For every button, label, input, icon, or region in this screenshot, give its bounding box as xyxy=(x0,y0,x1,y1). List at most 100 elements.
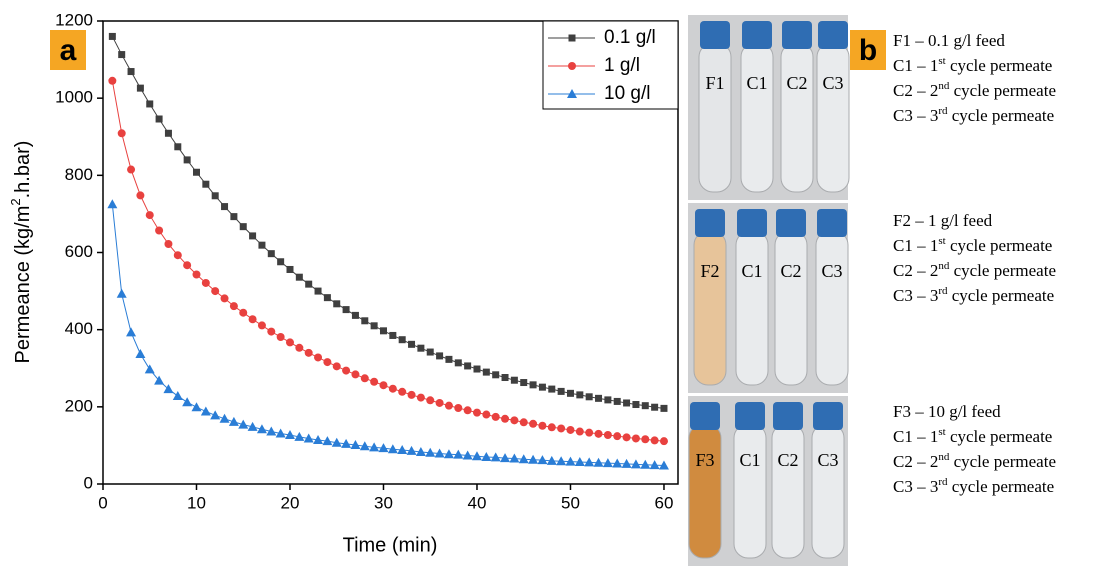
data-point xyxy=(360,374,369,383)
legend-marker xyxy=(568,34,576,42)
data-point xyxy=(303,433,314,443)
data-point xyxy=(239,223,247,231)
data-point xyxy=(267,250,275,258)
data-point xyxy=(258,241,266,249)
data-point xyxy=(593,457,604,467)
data-point xyxy=(548,385,556,393)
data-point xyxy=(192,270,201,279)
y-tick-label: 1000 xyxy=(55,88,93,107)
data-point xyxy=(314,353,323,362)
data-point xyxy=(398,387,407,396)
data-point xyxy=(556,456,567,466)
data-point xyxy=(211,287,220,296)
data-point xyxy=(127,68,135,76)
data-point xyxy=(248,315,257,324)
data-point xyxy=(491,412,500,421)
data-point xyxy=(651,403,659,411)
data-point xyxy=(201,278,210,287)
data-point xyxy=(361,317,369,325)
y-axis-label-sup: 2 xyxy=(8,198,23,205)
data-point xyxy=(585,428,594,437)
data-point xyxy=(249,232,257,240)
data-point xyxy=(286,265,294,273)
data-point xyxy=(537,455,548,465)
tube xyxy=(698,42,732,193)
note-sup: rd xyxy=(938,285,948,297)
data-point xyxy=(183,261,192,270)
data-point xyxy=(473,365,481,373)
legend-note: C1 – 1st cycle permeate xyxy=(893,235,1052,255)
data-point xyxy=(155,226,164,235)
tube-label: C1 xyxy=(739,450,760,470)
data-point xyxy=(426,396,435,405)
data-point xyxy=(305,280,313,288)
legend-label: 10 g/l xyxy=(604,83,650,104)
data-point xyxy=(566,425,575,434)
data-point xyxy=(529,419,538,428)
data-point xyxy=(145,211,154,220)
tube xyxy=(688,423,722,559)
tube xyxy=(815,230,849,386)
data-point xyxy=(520,379,528,387)
tube-cap xyxy=(773,402,803,430)
data-point xyxy=(658,460,669,470)
tube xyxy=(693,230,727,386)
data-point xyxy=(604,396,612,404)
legend-note: C3 – 3rd cycle permeate xyxy=(893,105,1054,125)
data-point xyxy=(471,451,482,461)
tube-label: C3 xyxy=(822,73,843,93)
data-point xyxy=(622,433,631,442)
data-point xyxy=(464,362,472,370)
tube-cap xyxy=(695,209,725,237)
data-point xyxy=(538,421,547,430)
data-point xyxy=(238,419,249,429)
note-text: F2 – 1 g/l feed xyxy=(893,211,993,230)
data-point xyxy=(660,404,668,412)
tube-cap xyxy=(735,402,765,430)
note-text: C3 – 3 xyxy=(893,477,938,496)
data-point xyxy=(183,156,191,164)
tube-label: F1 xyxy=(705,73,724,93)
data-point xyxy=(566,389,574,397)
data-point xyxy=(350,440,361,450)
data-point xyxy=(210,410,221,420)
data-point xyxy=(369,442,380,452)
note-sup: nd xyxy=(938,260,950,272)
tube-cap xyxy=(817,209,847,237)
note-text: C2 – 2 xyxy=(893,81,938,100)
data-point xyxy=(295,273,303,281)
legend-marker xyxy=(568,62,576,70)
data-point xyxy=(200,406,211,416)
data-point xyxy=(388,384,397,393)
data-point xyxy=(173,251,182,260)
tube-label: C3 xyxy=(821,261,842,281)
y-tick-label: 800 xyxy=(65,165,93,184)
note-text: F3 – 10 g/l feed xyxy=(893,402,1001,421)
data-point xyxy=(443,449,454,459)
note-text: C2 – 2 xyxy=(893,261,938,280)
y-axis-label-tail: .h.bar) xyxy=(12,141,34,199)
data-point xyxy=(649,460,660,470)
data-point xyxy=(155,115,163,123)
legend-marker xyxy=(567,89,577,98)
note-text: C1 – 1 xyxy=(893,56,938,75)
note-text: C3 – 3 xyxy=(893,286,938,305)
data-point xyxy=(630,459,641,469)
x-tick-label: 0 xyxy=(98,493,107,512)
data-point xyxy=(277,258,285,266)
legend-note: C1 – 1st cycle permeate xyxy=(893,426,1052,446)
data-point xyxy=(529,381,537,389)
data-point xyxy=(482,410,491,419)
series-line xyxy=(111,204,664,466)
legend-note: C2 – 2nd cycle permeate xyxy=(893,80,1056,100)
data-point xyxy=(220,294,229,303)
legend-note: C3 – 3rd cycle permeate xyxy=(893,476,1054,496)
data-point xyxy=(333,300,341,308)
data-point xyxy=(594,429,603,438)
data-point xyxy=(228,416,239,426)
legend-note: F2 – 1 g/l feed xyxy=(893,211,993,230)
x-tick-label: 60 xyxy=(655,493,674,512)
tube xyxy=(811,423,845,559)
tube-label: C2 xyxy=(786,73,807,93)
data-point xyxy=(267,327,276,336)
